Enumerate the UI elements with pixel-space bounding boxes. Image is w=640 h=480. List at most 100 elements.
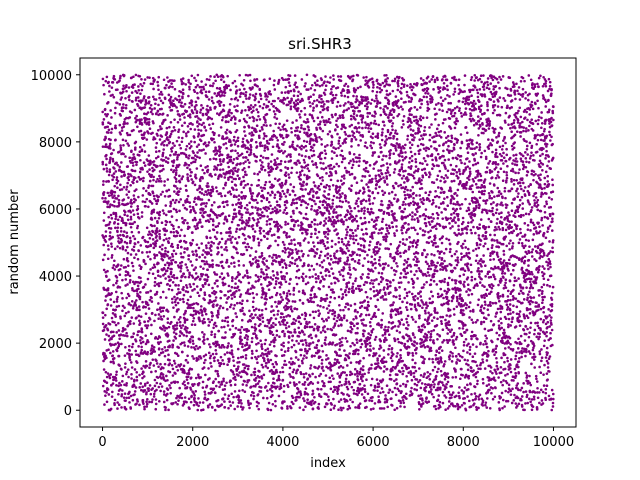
scatter-point xyxy=(113,190,117,194)
scatter-point xyxy=(197,404,200,408)
scatter-point xyxy=(322,285,325,288)
scatter-point xyxy=(188,340,192,344)
scatter-point xyxy=(233,407,237,411)
scatter-point xyxy=(247,165,251,169)
scatter-point xyxy=(274,122,277,126)
scatter-point xyxy=(175,327,179,330)
scatter-point xyxy=(140,348,144,352)
scatter-point xyxy=(209,249,213,252)
scatter-point xyxy=(181,324,185,327)
scatter-point xyxy=(280,283,283,286)
scatter-point xyxy=(306,120,310,124)
scatter-point xyxy=(269,124,272,127)
scatter-point xyxy=(155,362,159,365)
scatter-point xyxy=(156,376,160,379)
scatter-point xyxy=(276,138,280,142)
scatter-point xyxy=(219,362,223,366)
scatter-point xyxy=(282,341,285,345)
scatter-point xyxy=(104,143,108,146)
scatter-point xyxy=(242,179,246,183)
scatter-point xyxy=(274,253,278,257)
scatter-point xyxy=(284,91,287,94)
scatter-point xyxy=(121,304,125,308)
scatter-point xyxy=(187,397,191,401)
scatter-point xyxy=(157,317,160,321)
scatter-point xyxy=(167,93,171,97)
scatter-point xyxy=(287,81,291,84)
scatter-point xyxy=(241,309,244,313)
scatter-point xyxy=(289,331,293,334)
scatter-point xyxy=(175,158,179,161)
scatter-point xyxy=(216,163,220,167)
scatter-point xyxy=(119,230,123,233)
scatter-point xyxy=(189,337,192,341)
scatter-point xyxy=(163,346,167,349)
scatter-point xyxy=(323,145,327,148)
scatter-point xyxy=(263,78,266,81)
scatter-point xyxy=(322,120,326,124)
scatter-point xyxy=(237,365,240,368)
scatter-point xyxy=(157,302,160,305)
scatter-point xyxy=(245,203,249,207)
scatter-point xyxy=(223,387,227,391)
scatter-point xyxy=(148,317,152,321)
scatter-point xyxy=(281,298,284,302)
scatter-point xyxy=(291,228,295,231)
scatter-point xyxy=(207,78,211,82)
scatter-point xyxy=(169,202,173,205)
scatter-point xyxy=(167,408,170,412)
scatter-point xyxy=(144,360,148,363)
scatter-point xyxy=(230,116,234,120)
scatter-point xyxy=(229,131,233,134)
scatter-point xyxy=(127,86,131,89)
scatter-point xyxy=(136,226,139,230)
scatter-point xyxy=(190,394,193,398)
scatter-point xyxy=(171,146,174,150)
scatter-point xyxy=(102,268,106,272)
scatter-point xyxy=(160,348,164,351)
scatter-point xyxy=(240,213,244,217)
scatter-point xyxy=(105,375,109,379)
scatter-point xyxy=(189,145,193,148)
scatter-point xyxy=(323,149,327,152)
scatter-point xyxy=(299,178,302,181)
scatter-point xyxy=(244,109,247,112)
scatter-point xyxy=(243,206,247,210)
scatter-point xyxy=(292,185,296,189)
scatter-point xyxy=(318,176,322,180)
scatter-point xyxy=(144,312,148,315)
scatter-point xyxy=(286,96,289,100)
scatter-point xyxy=(164,86,167,90)
scatter-point xyxy=(238,209,241,213)
scatter-point xyxy=(325,293,329,297)
scatter-point xyxy=(302,194,305,198)
scatter-point xyxy=(296,126,300,129)
scatter-point xyxy=(168,220,172,224)
scatter-point xyxy=(240,180,243,184)
scatter-point xyxy=(218,87,222,90)
scatter-point xyxy=(223,353,227,356)
scatter-point xyxy=(225,128,229,132)
scatter-point xyxy=(181,297,185,301)
scatter-point xyxy=(276,165,279,169)
scatter-point xyxy=(208,294,212,298)
scatter-point xyxy=(194,85,198,89)
scatter-point xyxy=(165,189,169,193)
scatter-point xyxy=(109,203,112,206)
scatter-point xyxy=(167,241,170,245)
scatter-point xyxy=(216,75,220,79)
scatter-point xyxy=(110,127,114,131)
scatter-point xyxy=(114,138,117,142)
scatter-point xyxy=(159,340,162,344)
scatter-point xyxy=(250,349,254,353)
scatter-point xyxy=(283,350,287,353)
scatter-point xyxy=(196,120,199,123)
scatter-point xyxy=(259,330,263,333)
scatter-point xyxy=(140,78,143,81)
scatter-point xyxy=(171,367,175,371)
scatter-point xyxy=(203,171,206,175)
scatter-point xyxy=(248,275,252,279)
scatter-point xyxy=(130,261,134,265)
scatter-point xyxy=(272,321,275,325)
scatter-point xyxy=(170,108,174,112)
